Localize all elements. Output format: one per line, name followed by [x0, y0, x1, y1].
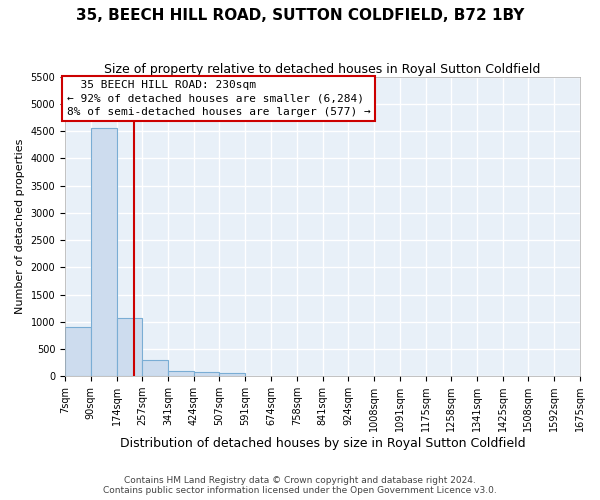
Bar: [65, 327, 91, 376]
Y-axis label: Number of detached properties: Number of detached properties: [15, 139, 25, 314]
X-axis label: Distribution of detached houses by size in Royal Sutton Coldfield: Distribution of detached houses by size …: [120, 437, 526, 450]
Bar: [194, 372, 220, 376]
Bar: [168, 370, 194, 376]
Bar: [91, 128, 116, 376]
Bar: [142, 360, 168, 376]
Bar: [116, 318, 142, 376]
Bar: [220, 374, 245, 376]
Text: 35, BEECH HILL ROAD, SUTTON COLDFIELD, B72 1BY: 35, BEECH HILL ROAD, SUTTON COLDFIELD, B…: [76, 8, 524, 22]
Title: Size of property relative to detached houses in Royal Sutton Coldfield: Size of property relative to detached ho…: [104, 62, 541, 76]
Text: Contains HM Land Registry data © Crown copyright and database right 2024.
Contai: Contains HM Land Registry data © Crown c…: [103, 476, 497, 495]
Text: 35 BEECH HILL ROAD: 230sqm
← 92% of detached houses are smaller (6,284)
8% of se: 35 BEECH HILL ROAD: 230sqm ← 92% of deta…: [67, 80, 370, 117]
